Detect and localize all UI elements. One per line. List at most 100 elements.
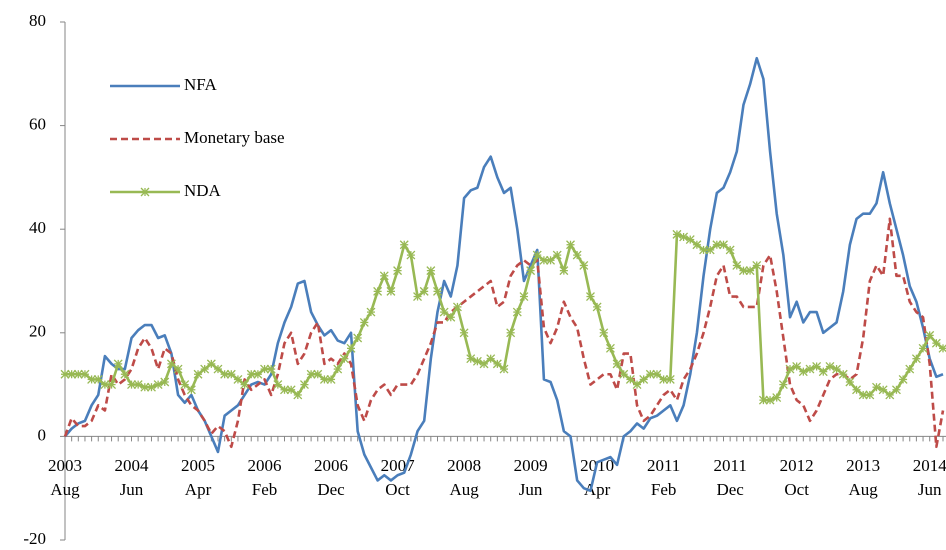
- marker-stroke: [486, 354, 496, 364]
- marker: [93, 374, 103, 384]
- marker: [226, 369, 236, 379]
- marker: [745, 266, 755, 276]
- x-tick-label: 2008: [447, 456, 481, 475]
- marker: [625, 374, 635, 384]
- marker-stroke: [625, 374, 635, 384]
- marker: [286, 385, 296, 395]
- marker: [459, 328, 469, 338]
- marker: [852, 385, 861, 395]
- marker-stroke: [87, 374, 97, 384]
- marker-stroke: [858, 390, 868, 400]
- marker: [918, 343, 928, 353]
- marker-stroke: [692, 240, 702, 250]
- x-tick-label: Aug: [50, 480, 80, 499]
- marker: [186, 385, 196, 395]
- marker-stroke: [213, 364, 223, 374]
- marker-stroke: [818, 367, 828, 377]
- marker-stroke: [419, 286, 429, 296]
- marker-stroke: [838, 369, 848, 379]
- marker: [166, 359, 176, 369]
- marker: [399, 240, 409, 250]
- marker: [120, 369, 130, 379]
- marker: [758, 395, 768, 405]
- marker: [546, 255, 556, 265]
- marker-stroke: [206, 359, 216, 369]
- marker-stroke: [579, 261, 589, 270]
- marker-stroke: [452, 302, 462, 312]
- marker: [911, 354, 921, 364]
- legend-label: NDA: [184, 181, 222, 200]
- marker: [293, 390, 303, 400]
- marker-stroke: [426, 266, 436, 276]
- x-tick-label: 2006: [248, 456, 282, 475]
- marker-stroke: [738, 266, 748, 276]
- marker-stroke: [353, 333, 363, 343]
- marker: [433, 286, 442, 296]
- marker-stroke: [872, 382, 881, 392]
- marker: [599, 328, 609, 338]
- marker: [406, 250, 416, 260]
- marker: [67, 369, 77, 379]
- marker-stroke: [865, 390, 875, 400]
- marker: [619, 369, 629, 379]
- marker: [486, 354, 496, 364]
- marker-stroke: [605, 343, 615, 353]
- x-tick-label: 2003: [48, 456, 82, 475]
- marker-stroke: [905, 364, 915, 374]
- x-tick-label: 2012: [780, 456, 814, 475]
- marker-stroke: [226, 369, 236, 379]
- marker: [579, 261, 589, 270]
- marker-stroke: [107, 380, 117, 390]
- marker-stroke: [413, 292, 422, 301]
- marker: [732, 261, 742, 270]
- marker: [931, 338, 941, 348]
- marker-stroke: [193, 369, 203, 379]
- marker-stroke: [339, 354, 349, 364]
- marker-stroke: [878, 385, 888, 395]
- marker-stroke: [918, 343, 928, 353]
- marker-stroke: [559, 266, 569, 276]
- marker: [80, 369, 90, 379]
- marker-stroke: [67, 369, 77, 379]
- marker: [519, 292, 529, 301]
- marker: [426, 266, 436, 276]
- marker-stroke: [379, 271, 389, 281]
- marker-stroke: [273, 380, 283, 390]
- marker-stroke: [160, 377, 170, 387]
- marker: [566, 240, 575, 250]
- marker: [905, 364, 915, 374]
- marker: [220, 369, 230, 379]
- marker: [685, 235, 695, 245]
- marker: [439, 307, 449, 317]
- marker-stroke: [732, 261, 742, 270]
- x-tick-label: Jun: [120, 480, 144, 499]
- marker-stroke: [845, 377, 855, 387]
- legend-marker: [140, 187, 150, 197]
- marker-stroke: [479, 359, 489, 369]
- x-tick-label: 2011: [713, 456, 746, 475]
- marker: [299, 380, 309, 390]
- marker: [592, 302, 602, 312]
- marker: [832, 364, 842, 374]
- marker-stroke: [299, 380, 309, 390]
- marker: [213, 364, 223, 374]
- marker-stroke: [280, 385, 289, 395]
- legend-label: Monetary base: [184, 128, 285, 147]
- marker-stroke: [885, 390, 895, 400]
- marker: [559, 266, 569, 276]
- marker-stroke: [306, 369, 316, 379]
- marker-stroke: [359, 317, 369, 327]
- marker: [413, 292, 422, 301]
- marker: [812, 362, 822, 371]
- marker: [326, 374, 336, 384]
- marker: [160, 377, 170, 387]
- marker: [266, 364, 276, 374]
- marker-stroke: [898, 374, 908, 384]
- marker-stroke: [619, 369, 629, 379]
- marker: [512, 307, 522, 317]
- marker-stroke: [586, 292, 595, 301]
- marker: [233, 374, 243, 384]
- marker-stroke: [699, 245, 709, 255]
- marker-stroke: [812, 362, 822, 371]
- series-line: [64, 56, 944, 493]
